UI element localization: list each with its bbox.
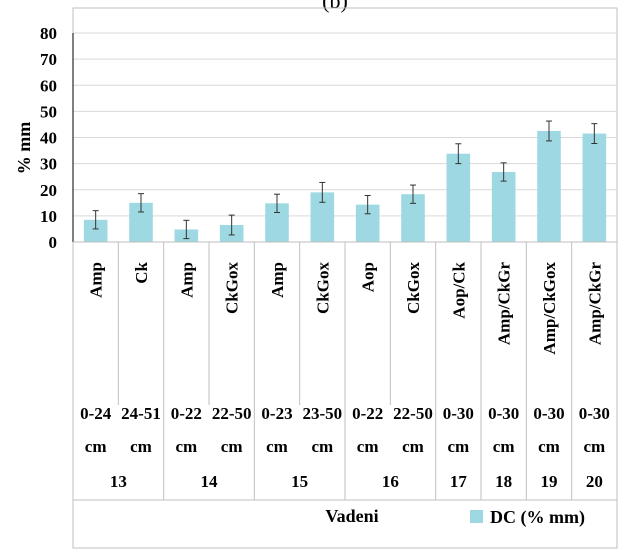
error-bar: [591, 123, 598, 145]
error-bar: [500, 162, 507, 182]
bar: [310, 192, 335, 242]
depth-label: 0-22: [171, 404, 202, 423]
profile-label: 14: [201, 472, 219, 491]
profile-label: 16: [382, 472, 399, 491]
depth-unit-label: cm: [402, 437, 424, 456]
bar: [582, 133, 607, 242]
category-label: CkGox: [404, 262, 423, 314]
category-label: Amp: [268, 262, 287, 298]
y-tick-label: 70: [40, 50, 57, 69]
profile-label: 17: [450, 472, 468, 491]
error-bar: [319, 181, 326, 203]
error-bar: [274, 193, 280, 213]
depth-label: 0-30: [579, 404, 610, 423]
category-table: Amp 0-24 cm Ck 24-51 cm Amp 0-22 cm CkGox 22-50 cm A…: [73, 242, 617, 501]
depth-label: 23-50: [302, 404, 342, 423]
category-label: Aop/Ck: [449, 261, 468, 318]
y-tick-label: 30: [40, 155, 57, 174]
depth-label: 0-30: [443, 404, 474, 423]
legend-label: DC (% mm): [490, 507, 585, 528]
y-axis-label: % mm: [14, 122, 34, 175]
error-bar: [138, 193, 144, 213]
category-label: Amp: [177, 262, 196, 298]
bar: [491, 171, 516, 242]
bar: [537, 130, 561, 242]
depth-label: 0-30: [533, 404, 564, 423]
depth-unit-label: cm: [538, 437, 560, 456]
profile-label: 20: [586, 472, 603, 491]
profile-label: 15: [291, 472, 308, 491]
profile-label: 18: [495, 472, 512, 491]
y-tick-label: 50: [40, 102, 57, 121]
y-tick-label: 20: [40, 181, 57, 200]
depth-unit-label: cm: [85, 437, 107, 456]
bar: [129, 202, 153, 242]
depth-unit-label: cm: [493, 437, 515, 456]
legend: DC (% mm): [470, 507, 585, 528]
bars: [73, 120, 617, 243]
y-tick-label: 0: [49, 233, 58, 252]
error-bar: [364, 194, 371, 215]
profile-label: 19: [541, 472, 558, 491]
error-bar: [183, 219, 190, 240]
error-bar: [92, 210, 99, 230]
depth-unit-label: cm: [583, 437, 605, 456]
depth-label: 0-30: [488, 404, 519, 423]
category-label: Ck: [132, 261, 151, 283]
panel-label: (b): [322, 0, 348, 13]
bar: [265, 203, 289, 242]
depth-label: 0-24: [80, 404, 112, 423]
depth-label: 24-51: [121, 404, 161, 423]
depth-label: 0-23: [261, 404, 292, 423]
y-tick-label: 10: [40, 207, 57, 226]
bar: [355, 204, 380, 242]
depth-label: 0-22: [352, 404, 383, 423]
grid: [73, 32, 617, 243]
depth-unit-label: cm: [447, 437, 469, 456]
depth-unit-label: cm: [311, 437, 333, 456]
y-tick-label: 80: [40, 24, 57, 43]
error-bar: [228, 214, 235, 236]
bar: [401, 194, 425, 242]
depth-unit-label: cm: [266, 437, 288, 456]
depth-unit-label: cm: [221, 437, 243, 456]
legend-swatch: [470, 510, 483, 523]
depth-unit-label: cm: [357, 437, 379, 456]
category-label: Amp/CkGr: [585, 262, 604, 346]
depth-unit-label: cm: [175, 437, 197, 456]
category-label: Amp: [87, 262, 106, 298]
error-bar: [410, 184, 416, 204]
category-label: Aop: [359, 262, 378, 292]
y-tick-label: 60: [40, 76, 57, 95]
error-bar: [455, 143, 462, 165]
y-tick-label: 40: [40, 129, 57, 148]
depth-label: 22-50: [212, 404, 252, 423]
plot-frame: [72, 7, 618, 549]
bar: [83, 219, 108, 242]
profile-label: 13: [110, 472, 127, 491]
category-label: CkGox: [313, 262, 332, 314]
depth-unit-label: cm: [130, 437, 152, 456]
bar: [446, 153, 471, 242]
x-axis-label: Vadeni: [325, 506, 378, 526]
depth-label: 22-50: [393, 404, 433, 423]
category-label: CkGox: [223, 262, 242, 314]
y-axis: 0 10 20 30 40 50 60 70 80: [40, 24, 74, 252]
category-label: Amp/CkGr: [495, 262, 514, 346]
error-bar: [546, 120, 552, 142]
category-label: Amp/CkGox: [540, 262, 559, 355]
